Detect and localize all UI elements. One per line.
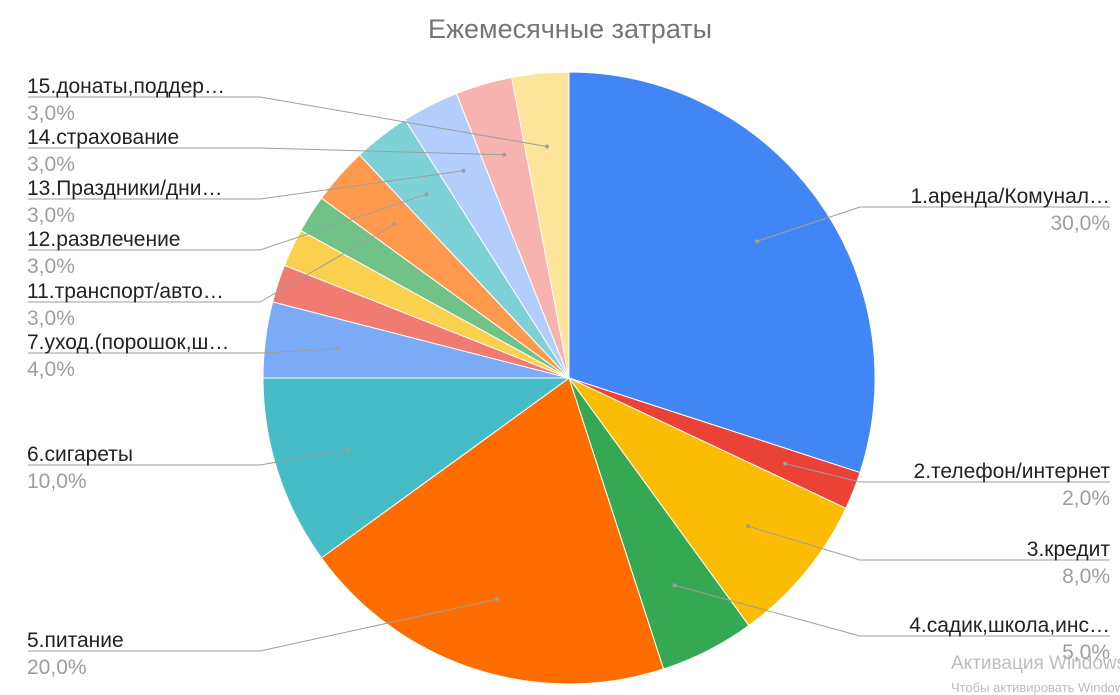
slice-label: 3.кредит xyxy=(1027,538,1111,561)
leader-dot xyxy=(783,461,788,466)
slice-label: 6.сигареты xyxy=(27,443,133,466)
windows-activation-watermark-subtext: Чтобы активировать Windows xyxy=(951,680,1120,695)
slice-value-label: 8,0% xyxy=(1062,565,1110,588)
leader-dot xyxy=(746,524,751,529)
leader-line xyxy=(28,449,348,466)
leader-dot xyxy=(755,239,760,244)
leader-dot xyxy=(672,583,677,588)
slice-value-label: 4,0% xyxy=(27,358,75,381)
leader-line xyxy=(785,463,1110,483)
pie-slice xyxy=(568,71,876,474)
pie-slice xyxy=(511,71,570,379)
slice-label: 13.Праздники/дни… xyxy=(27,177,223,200)
leader-dot xyxy=(461,168,466,173)
leader-line xyxy=(674,584,1110,637)
slice-value-label: 20,0% xyxy=(27,656,87,679)
windows-activation-watermark: Активация Windows xyxy=(951,653,1120,674)
slice-label: 14.страхование xyxy=(27,126,179,149)
leader-line xyxy=(28,170,464,200)
chart-title: Ежемесячные затраты xyxy=(427,14,713,44)
leader-line xyxy=(28,348,339,354)
leader-line xyxy=(756,206,1110,242)
leader-line xyxy=(28,96,548,147)
slice-label: 4.садик,школа,инс… xyxy=(909,614,1110,637)
slice-label: 7.уход.(порошок,ш… xyxy=(27,331,229,354)
leader-line xyxy=(28,598,498,652)
leader-lines xyxy=(28,96,1110,652)
leader-line xyxy=(28,147,505,156)
slice-value-label: 3,0% xyxy=(27,204,75,227)
slice-value-label: 5,0% xyxy=(1062,641,1110,664)
slice-value-label: 2,0% xyxy=(1062,487,1110,510)
slice-label: 1.аренда/Комунал… xyxy=(910,185,1110,208)
leader-dot xyxy=(495,597,500,602)
pie-slice xyxy=(262,377,571,559)
leader-dot xyxy=(392,222,397,227)
pie-slice xyxy=(320,377,665,685)
leader-dot xyxy=(424,192,429,197)
slice-value-label: 3,0% xyxy=(27,255,75,278)
slice-label: 15.донаты,поддер… xyxy=(27,75,225,98)
leader-line xyxy=(748,525,1110,561)
slice-labels: 1.аренда/Комунал… 30,0% 2.телефон/интернет… xyxy=(27,75,1110,679)
leader-dot xyxy=(336,346,341,351)
slice-value-label: 30,0% xyxy=(1050,212,1110,235)
leader-dot xyxy=(345,447,350,452)
leader-dot xyxy=(502,152,507,157)
slice-value-label: 3,0% xyxy=(27,307,75,330)
slice-label: 2.телефон/интернет xyxy=(914,460,1111,483)
slice-label: 12.развлечение xyxy=(27,228,180,251)
slice-label: 11.транспорт/авто… xyxy=(27,280,224,303)
pie-slice xyxy=(568,377,847,627)
pie-slices xyxy=(262,71,876,685)
leader-line xyxy=(28,223,395,303)
slice-value-label: 3,0% xyxy=(27,102,75,125)
leader-line xyxy=(28,193,427,251)
slice-value-label: 3,0% xyxy=(27,153,75,176)
slice-label: 5.питание xyxy=(27,629,124,652)
slice-value-label: 10,0% xyxy=(27,470,87,493)
leader-dot xyxy=(545,144,550,149)
